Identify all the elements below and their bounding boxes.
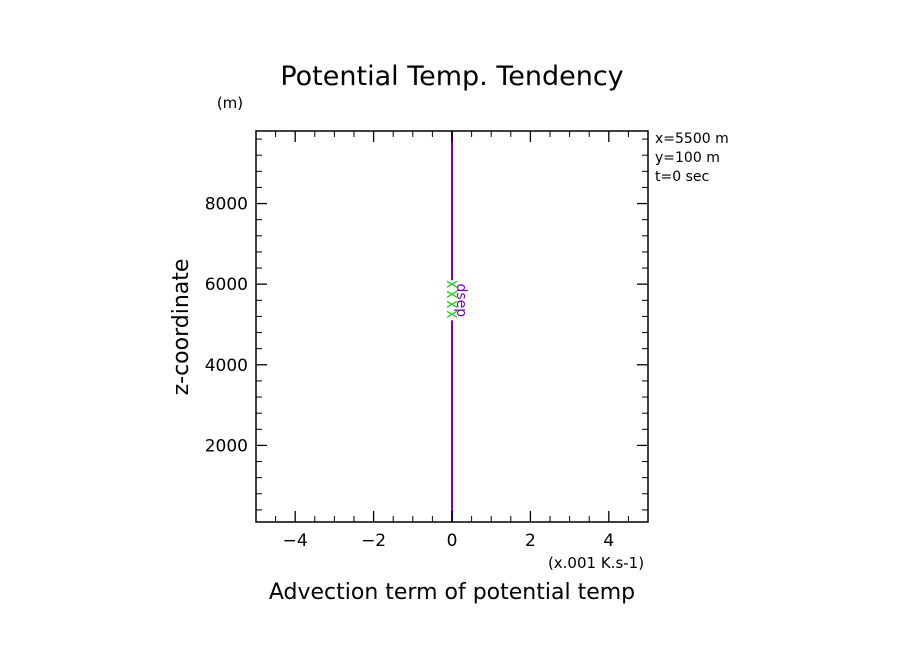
x-tick-label: 4	[603, 531, 614, 551]
x-axis-label: Advection term of potential temp	[269, 580, 635, 605]
x-tick-label: −4	[283, 531, 308, 551]
plot-frame	[255, 130, 649, 523]
x-tick-label: −2	[361, 531, 386, 551]
y-tick-label: 2000	[205, 436, 248, 456]
y-axis-label: z-coordinate	[169, 259, 194, 396]
info-x-position: x=5500 m	[655, 131, 729, 147]
x-axis-units: (x.001 K.s-1)	[548, 554, 644, 572]
annotation-marker	[446, 280, 458, 288]
annotation-marker	[446, 300, 458, 308]
info-y-position: y=100 m	[655, 150, 720, 166]
annotation-layer: dsep	[445, 280, 469, 321]
chart-title: Potential Temp. Tendency	[280, 61, 623, 92]
y-tick-label: 8000	[205, 195, 248, 215]
y-axis-units: (m)	[217, 94, 243, 112]
y-tick-label: 4000	[205, 356, 248, 376]
x-tick-label: 2	[525, 531, 536, 551]
annotation-mask	[445, 280, 459, 321]
tick-labels-layer: −4 −2 0 2 4 2000 4000 6000 8000	[205, 195, 614, 551]
info-time: t=0 sec	[655, 169, 709, 185]
info-panel: x=5500 m y=100 m t=0 sec	[655, 131, 729, 185]
annotation-marker	[446, 290, 458, 298]
annotation-marker	[446, 310, 458, 318]
x-tick-label: 0	[447, 531, 458, 551]
y-tick-label: 6000	[205, 275, 248, 295]
annotation-label: dsep	[453, 283, 469, 317]
